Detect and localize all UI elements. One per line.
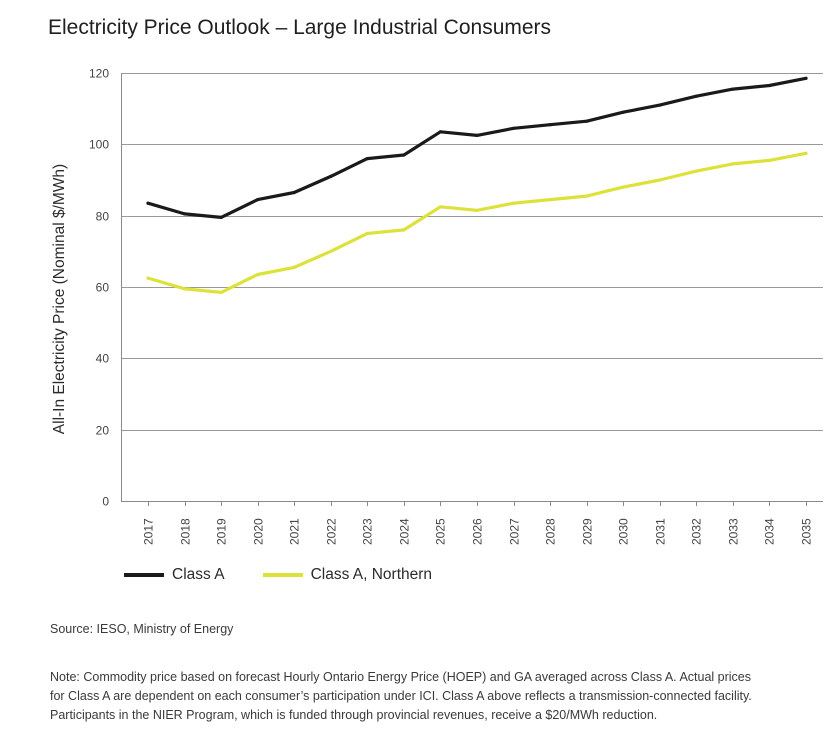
x-tick-label: 2025	[434, 518, 448, 545]
data-point	[767, 83, 772, 88]
data-point	[329, 174, 333, 178]
data-point	[694, 94, 698, 98]
legend-item-class-a: Class A	[124, 566, 225, 584]
data-point	[548, 123, 552, 127]
data-point	[329, 249, 333, 253]
data-point	[365, 157, 369, 161]
series-line-class-a-northern	[146, 151, 808, 294]
x-tick-label: 2031	[654, 518, 668, 545]
x-tick-label: 2034	[763, 518, 777, 545]
x-tick-label: 2023	[361, 518, 375, 545]
x-tick-label: 2032	[690, 518, 704, 545]
data-point	[511, 126, 516, 130]
data-point	[292, 265, 296, 269]
y-tick-label: 80	[96, 210, 110, 224]
data-point	[438, 205, 442, 209]
x-tick-label: 2033	[727, 518, 741, 545]
source-text: Source: IESO, Ministry of Energy	[50, 622, 234, 636]
legend: Class A Class A, Northern	[124, 566, 470, 584]
data-point	[548, 198, 552, 202]
data-point	[146, 276, 150, 280]
legend-swatch-class-a	[124, 573, 164, 577]
axes: 0 20 40 60 80 100 120 2017 2018 2019 2020 2021 2022 2…	[51, 67, 823, 545]
y-tick-label: 100	[89, 138, 109, 152]
data-point	[585, 194, 589, 198]
data-point	[804, 151, 808, 155]
x-tick-label: 2019	[215, 518, 229, 545]
data-point	[475, 133, 479, 137]
y-axis-title: All-In Electricity Price (Nominal $/MWh)	[51, 164, 68, 434]
x-tick-label: 2026	[471, 518, 485, 545]
data-point	[402, 153, 406, 157]
data-point	[219, 215, 223, 219]
data-point	[658, 103, 662, 107]
data-point	[475, 208, 479, 212]
data-point	[183, 212, 187, 216]
data-point	[256, 198, 260, 202]
y-tick-label: 20	[96, 424, 110, 438]
legend-label-class-a-northern: Class A, Northern	[310, 566, 433, 583]
x-tick-label: 2024	[398, 518, 412, 545]
series-line-class-a	[146, 76, 808, 219]
x-tick-label: 2018	[179, 518, 193, 545]
data-point	[365, 231, 369, 236]
x-tick-label: 2035	[800, 518, 814, 545]
x-tick-label: 2020	[252, 518, 266, 545]
series-lines	[146, 76, 808, 294]
data-point	[292, 190, 296, 195]
y-tick-label: 40	[96, 352, 110, 366]
x-tick-label: 2021	[288, 518, 302, 545]
data-point	[183, 287, 187, 291]
note-line: Note: Commodity price based on forecast …	[50, 670, 752, 684]
y-tick-label: 60	[96, 281, 110, 295]
data-point	[731, 162, 735, 166]
data-point	[511, 201, 516, 205]
gridlines	[121, 73, 823, 431]
x-tick-label: 2017	[142, 518, 156, 545]
x-tick-label: 2027	[508, 518, 522, 545]
data-point	[621, 110, 625, 114]
data-point	[767, 158, 772, 162]
x-tick-label: 2029	[581, 518, 595, 545]
data-point	[804, 76, 808, 80]
data-point	[658, 178, 662, 182]
x-tick-label: 2022	[325, 518, 339, 545]
note-line: Participants in the NIER Program, which …	[50, 708, 658, 722]
y-tick-label: 0	[102, 495, 109, 509]
note-text: Note: Commodity price based on forecast …	[50, 668, 830, 725]
data-point	[256, 272, 260, 277]
x-tick-label: 2030	[617, 518, 631, 545]
note-line: for Class A are dependent on each consum…	[50, 689, 752, 703]
data-point	[438, 130, 442, 134]
data-point	[731, 87, 735, 91]
line-chart: 0 20 40 60 80 100 120 2017 2018 2019 2020 2021 2022 2…	[51, 67, 823, 545]
legend-swatch-class-a-northern	[262, 573, 303, 577]
data-point	[219, 290, 223, 294]
x-tick-label: 2028	[544, 518, 558, 545]
data-point	[694, 169, 698, 173]
y-tick-label: 120	[89, 67, 109, 81]
data-point	[146, 201, 150, 205]
legend-item-class-a-northern: Class A, Northern	[262, 566, 433, 584]
data-point	[402, 228, 406, 232]
legend-label-class-a: Class A	[172, 566, 225, 583]
data-point	[621, 185, 625, 189]
chart-title: Electricity Price Outlook – Large Indust…	[48, 16, 552, 39]
data-point	[585, 119, 589, 123]
